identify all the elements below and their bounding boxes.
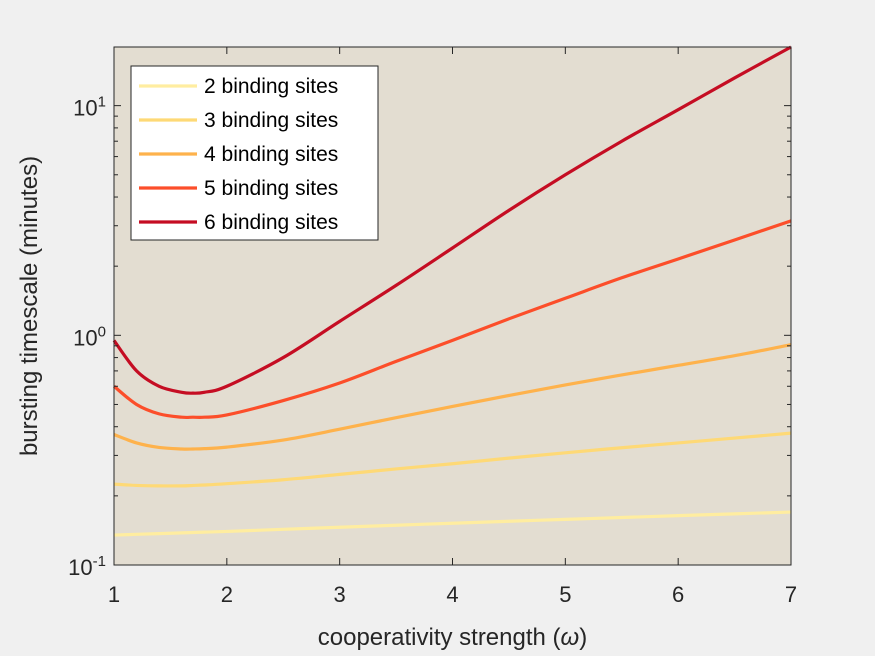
x-tick-label: 4: [446, 582, 458, 607]
y-tick-label: 100: [73, 323, 106, 350]
y-tick-label: 10-1: [68, 553, 106, 580]
legend-entry: 3 binding sites: [204, 109, 338, 132]
legend-entry: 5 binding sites: [204, 177, 338, 200]
x-axis-label: cooperativity strength (ω): [318, 624, 587, 651]
series-line-3-binding-sites: [113, 431, 792, 488]
series-line-5-binding-sites: [112, 219, 792, 420]
y-axis-label: bursting timescale (minutes): [16, 156, 43, 456]
legend-entry: 2 binding sites: [204, 75, 338, 98]
x-tick-label: 7: [785, 582, 797, 607]
series-line-4-binding-sites: [113, 343, 792, 451]
series-lines: [112, 45, 792, 537]
axes: 1 2 3 4 5 6 7 10-1 100 101: [68, 46, 797, 607]
x-tick-label: 1: [108, 582, 120, 607]
legend-entry: 6 binding sites: [204, 211, 338, 234]
y-tick-label: 101: [73, 94, 106, 121]
x-tick-label: 2: [221, 582, 233, 607]
series-line-2-binding-sites: [113, 510, 792, 537]
x-tick-label: 5: [559, 582, 571, 607]
x-tick-label: 3: [334, 582, 346, 607]
series-line-6-binding-sites: [112, 45, 792, 395]
legend-entry: 4 binding sites: [204, 143, 338, 166]
legend: 2 binding sites 3 binding sites 4 binding …: [130, 65, 379, 241]
x-tick-label: 6: [672, 582, 684, 607]
